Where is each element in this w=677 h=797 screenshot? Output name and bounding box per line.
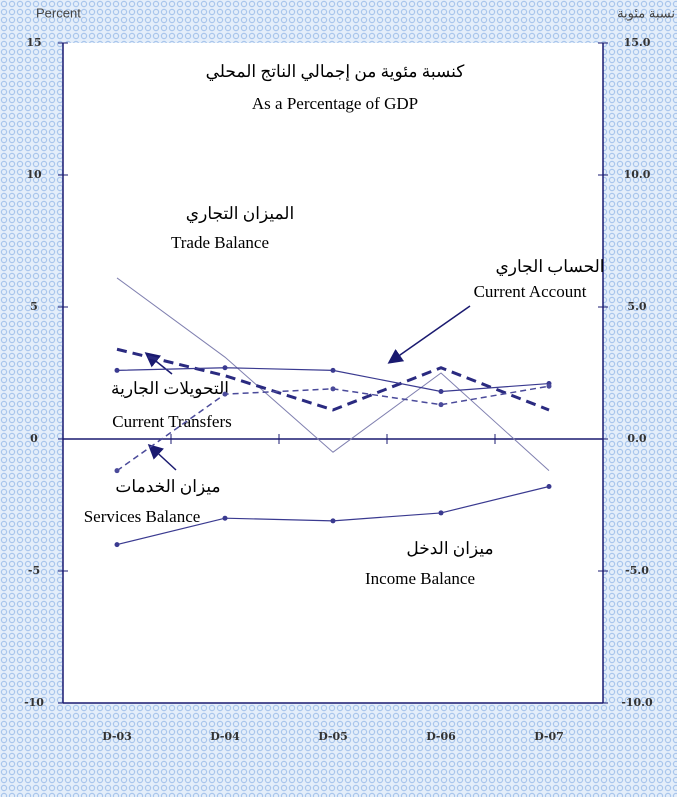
y-tick-label: 0 [30, 432, 38, 445]
point-marker [330, 518, 336, 524]
y2-tick-label: 5.0 [627, 300, 646, 313]
series-label-ar: ميزان الخدمات [115, 477, 220, 497]
point-marker [438, 402, 444, 408]
point-marker [546, 383, 552, 389]
point-marker [330, 367, 336, 373]
y2-tick-label: 15.0 [624, 36, 651, 49]
series-label: Current Account [474, 282, 587, 301]
series-label-ar: الميزان التجاري [186, 204, 294, 224]
y2-tick-label: -5.0 [625, 564, 649, 577]
x-tick-label: D-05 [318, 730, 348, 743]
x-tick-label: D-04 [210, 730, 240, 743]
series-label: Income Balance [365, 569, 475, 588]
series-line [116, 277, 550, 472]
series-label: Current Transfers [112, 412, 231, 431]
y-tick-label: -5 [28, 564, 40, 577]
y-axis-label: Percent [36, 5, 81, 20]
series-label-ar: التحويلات الجارية [111, 379, 229, 399]
point-marker [114, 542, 120, 548]
y-tick-label: 15 [26, 36, 41, 49]
chart-title-ar: كنسبة مئوية من إجمالي الناتج المحلي [206, 62, 466, 82]
point-marker [546, 484, 552, 490]
x-tick-label: D-07 [534, 730, 564, 743]
y2-tick-label: 0.0 [627, 432, 646, 445]
series-label: Trade Balance [171, 233, 269, 252]
arrow [147, 443, 177, 471]
point-marker [222, 365, 228, 371]
y-tick-label: 5 [30, 300, 38, 313]
series-label-ar: ميزان الدخل [406, 539, 493, 559]
y-tick-label: -10 [24, 696, 44, 709]
point-marker [438, 510, 444, 516]
x-tick-label: D-03 [102, 730, 132, 743]
y2-axis-label: نسبة مئوية [617, 5, 675, 21]
arrow [387, 305, 471, 364]
point-marker [222, 515, 228, 521]
point-marker [114, 367, 120, 373]
y-tick-label: 10 [26, 168, 42, 181]
point-marker [330, 386, 336, 392]
y2-tick-label: -10.0 [621, 696, 653, 709]
y2-tick-label: 10.0 [624, 168, 651, 181]
point-marker [438, 388, 444, 394]
point-marker [222, 391, 228, 397]
point-marker [114, 468, 120, 474]
series-label: Services Balance [84, 507, 201, 526]
x-tick-label: D-06 [426, 730, 456, 743]
plot-area [63, 43, 603, 703]
series-line [116, 347, 550, 412]
series-label-ar: الحساب الجاري [495, 257, 604, 277]
chart-title: As a Percentage of GDP [252, 94, 418, 113]
